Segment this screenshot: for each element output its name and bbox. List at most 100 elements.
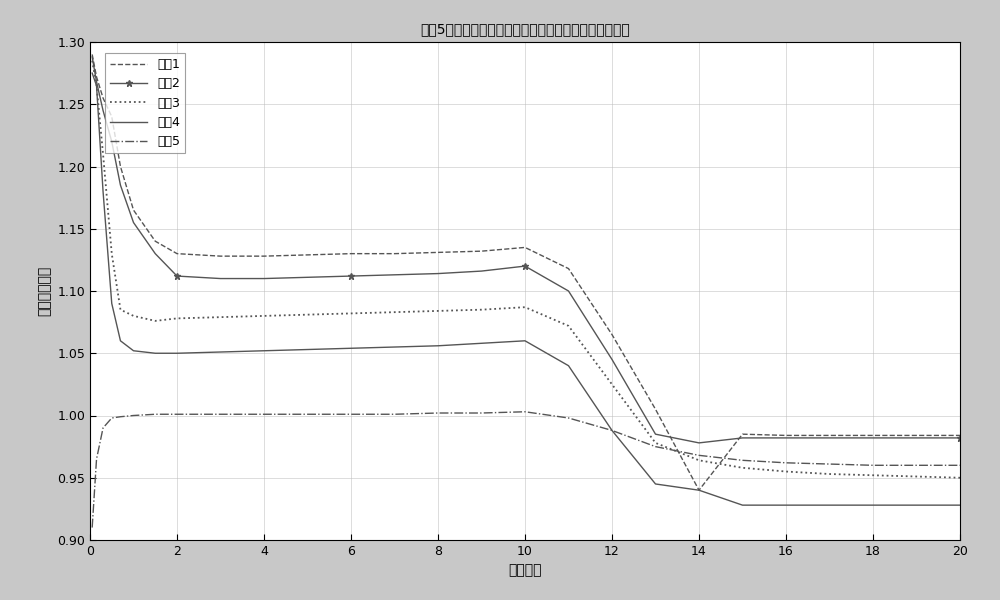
像刔2 [149, 250, 161, 257]
像刔3 [867, 472, 879, 479]
像刔3 [606, 381, 618, 388]
像刔4 [214, 349, 226, 356]
像刔1 [824, 432, 836, 439]
像刔2 [693, 439, 705, 446]
像刔4 [693, 487, 705, 494]
Line: 像刔5: 像刔5 [92, 412, 960, 527]
像刔4 [824, 502, 836, 509]
Y-axis label: 增益定标系数: 增益定标系数 [38, 266, 52, 316]
像刔1 [91, 73, 103, 80]
像刔3 [910, 473, 922, 480]
像刔2 [258, 275, 270, 282]
像刔4 [114, 337, 126, 344]
像刔4 [780, 502, 792, 509]
像刔1 [128, 206, 140, 214]
像刔1 [432, 249, 444, 256]
像刔4 [149, 350, 161, 357]
像刔5 [693, 452, 705, 459]
像刔1 [149, 238, 161, 245]
像刔1 [171, 250, 183, 257]
像刔4 [345, 344, 357, 352]
像刔2 [171, 272, 183, 280]
像刔5 [650, 443, 662, 450]
像刔3 [302, 311, 314, 318]
像刔2 [910, 434, 922, 442]
像刔3 [824, 470, 836, 478]
像刔5 [214, 410, 226, 418]
像刔3 [91, 82, 103, 89]
像刔1 [476, 248, 488, 255]
像刔2 [736, 434, 748, 442]
像刔5 [606, 427, 618, 434]
像刔2 [824, 434, 836, 442]
像刔3 [476, 306, 488, 313]
像刔2 [302, 274, 314, 281]
像刔1 [562, 265, 574, 272]
像刔3 [693, 457, 705, 464]
像刔3 [345, 310, 357, 317]
像刔2 [562, 287, 574, 295]
像刔5 [86, 524, 98, 531]
像刔3 [86, 57, 98, 64]
像刔4 [562, 362, 574, 370]
像刔4 [954, 502, 966, 509]
像刔2 [114, 182, 126, 189]
像刔1 [780, 432, 792, 439]
像刔2 [954, 434, 966, 442]
像刔2 [476, 268, 488, 275]
像刔2 [106, 138, 118, 145]
像刔1 [519, 244, 531, 251]
像刔1 [693, 487, 705, 494]
像刔5 [258, 410, 270, 418]
像刔5 [954, 461, 966, 469]
像刔5 [432, 409, 444, 416]
像刔3 [106, 250, 118, 257]
像刔1 [97, 94, 109, 101]
像刔1 [388, 250, 400, 257]
像刔4 [86, 70, 98, 77]
像刔3 [954, 474, 966, 481]
像刔4 [106, 300, 118, 307]
像刔1 [302, 251, 314, 259]
像刔2 [432, 270, 444, 277]
像刔3 [97, 151, 109, 158]
像刔5 [476, 409, 488, 416]
像刔2 [91, 78, 103, 85]
像刔4 [388, 343, 400, 350]
像刔5 [91, 455, 103, 463]
像刔5 [345, 410, 357, 418]
Title: 选厖5个不同像元点在不同积分时间下增益定标系数曲线: 选厖5个不同像元点在不同积分时间下增益定标系数曲线 [420, 23, 630, 37]
像刔2 [867, 434, 879, 442]
像刔4 [432, 342, 444, 349]
像刔5 [736, 457, 748, 464]
像刔3 [562, 322, 574, 329]
像刔5 [824, 460, 836, 467]
像刔5 [780, 459, 792, 466]
像刔5 [302, 410, 314, 418]
像刔5 [171, 410, 183, 418]
Line: 像刔4: 像刔4 [92, 73, 960, 505]
像刔5 [867, 461, 879, 469]
像刔1 [114, 163, 126, 170]
像刔5 [562, 415, 574, 422]
像刔4 [519, 337, 531, 344]
像刔1 [106, 113, 118, 120]
像刔5 [97, 424, 109, 431]
像刔3 [519, 304, 531, 311]
像刔4 [910, 502, 922, 509]
像刔1 [86, 51, 98, 58]
像刔2 [650, 431, 662, 438]
像刔2 [388, 271, 400, 278]
像刔4 [736, 502, 748, 509]
像刔4 [476, 340, 488, 347]
像刔5 [114, 413, 126, 421]
像刔2 [345, 272, 357, 280]
像刔3 [114, 306, 126, 313]
像刔4 [91, 82, 103, 89]
X-axis label: 积分时间: 积分时间 [508, 563, 542, 577]
Line: 像刔3: 像刔3 [92, 61, 960, 478]
像刔2 [86, 53, 98, 61]
Line: 像刔1: 像刔1 [92, 55, 960, 490]
像刔4 [128, 347, 140, 355]
像刔5 [388, 410, 400, 418]
